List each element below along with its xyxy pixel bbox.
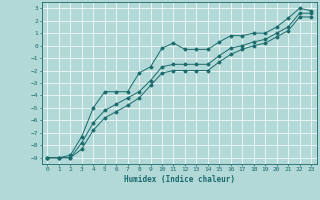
X-axis label: Humidex (Indice chaleur): Humidex (Indice chaleur) <box>124 175 235 184</box>
